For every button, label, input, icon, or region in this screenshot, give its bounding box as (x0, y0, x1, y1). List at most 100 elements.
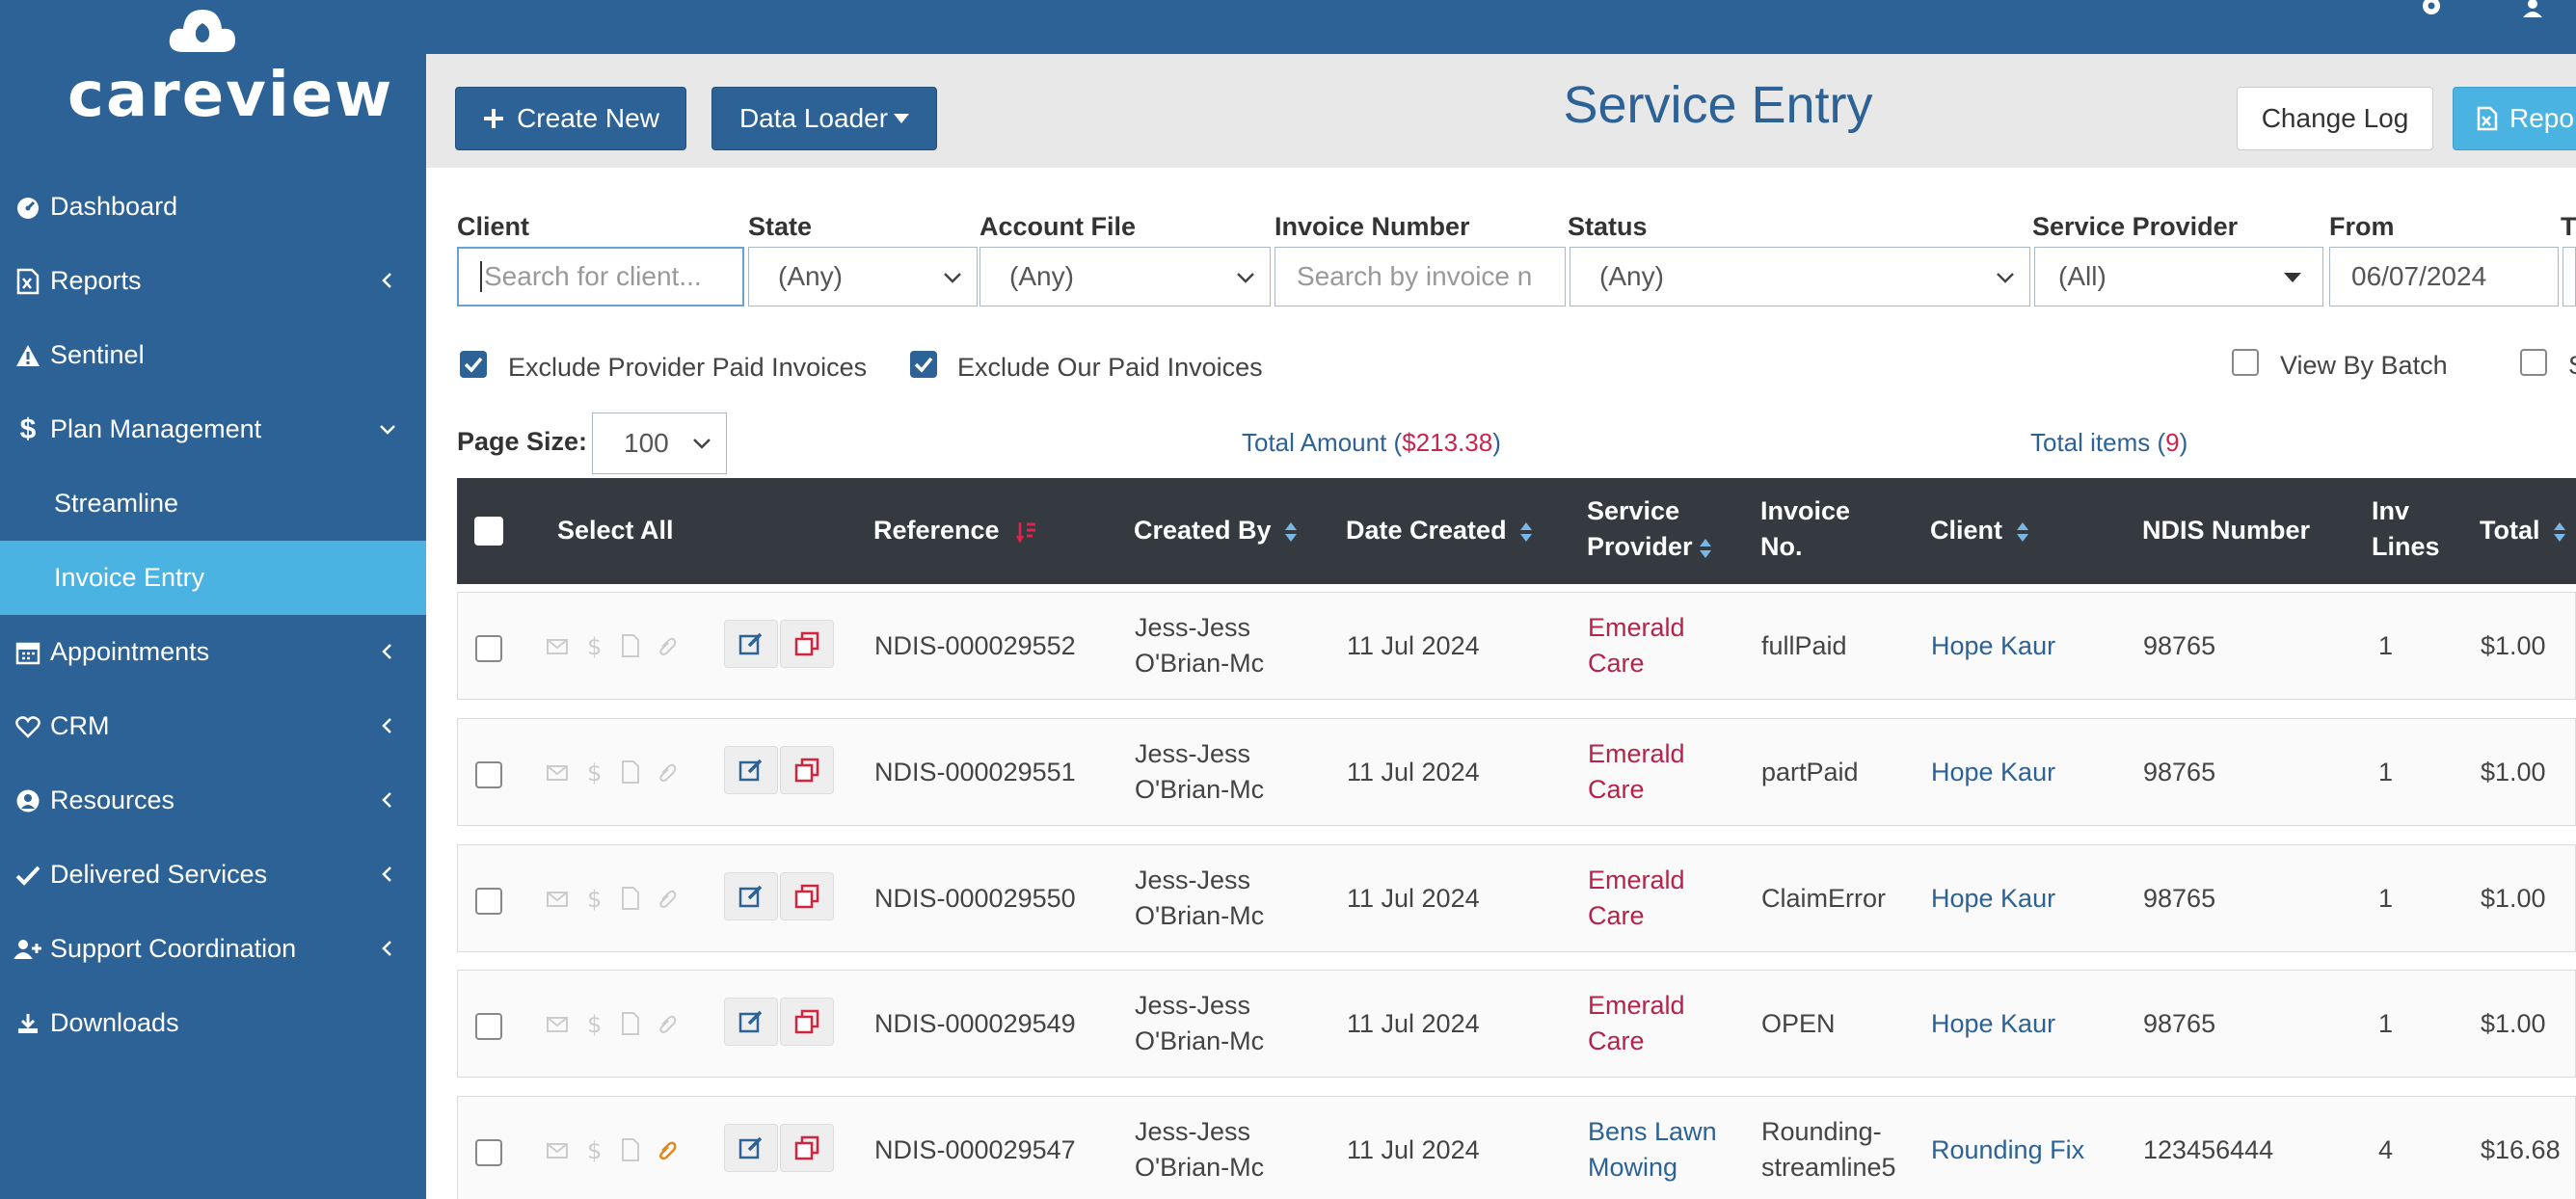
status-select[interactable]: (Any) (1570, 247, 2030, 306)
report-button[interactable]: Repo (2453, 87, 2576, 150)
state-select[interactable]: (Any) (748, 247, 978, 306)
invoice-no-header-line1: Invoice (1760, 496, 1851, 525)
sidebar-item-crm[interactable]: CRM (0, 689, 426, 763)
edit-button[interactable] (724, 1124, 778, 1172)
reference-cell: NDIS-000029550 (874, 884, 1076, 913)
from-date-value: 06/07/2024 (2351, 261, 2487, 291)
ndis-number-cell: 123456444 (2143, 1135, 2274, 1164)
gear-icon[interactable] (2417, 0, 2446, 19)
create-new-button[interactable]: Create New (455, 87, 686, 150)
total-amount-label: Total Amount (1242, 428, 1387, 457)
sidebar-item-label: Invoice Entry (54, 563, 205, 592)
ndis-number-cell: 98765 (2143, 1009, 2216, 1038)
service-provider-link[interactable]: Bens Lawn Mowing (1588, 1114, 1717, 1186)
invoice-no-header: Invoice No. (1760, 493, 1850, 565)
client-link[interactable]: Rounding Fix (1931, 1135, 2085, 1164)
copy-button[interactable] (780, 872, 834, 920)
sidebar-item-resources[interactable]: Resources (0, 763, 426, 838)
copy-icon (794, 1135, 819, 1160)
service-provider-header[interactable]: Service Provider (1587, 493, 1712, 565)
sidebar-item-dashboard[interactable]: Dashboard (0, 170, 426, 244)
client-header[interactable]: Client (1930, 513, 2029, 548)
file-icon (622, 760, 639, 784)
sidebar-item-sentinel[interactable]: Sentinel (0, 318, 426, 392)
created-by-cell: Jess-Jess O'Brian-Mc (1135, 988, 1264, 1059)
sidebar-item-downloads[interactable]: Downloads (0, 986, 426, 1060)
provider-line1: Emerald (1588, 739, 1685, 768)
account-file-select[interactable]: (Any) (979, 247, 1271, 306)
invoice-number-input[interactable]: Search by invoice n (1275, 247, 1566, 306)
edit-button[interactable] (724, 998, 778, 1046)
page-size-value: 100 (624, 428, 669, 458)
paperclip-icon[interactable] (657, 1137, 678, 1162)
row-checkbox[interactable] (475, 1013, 502, 1040)
client-search-input[interactable]: Search for client... (457, 247, 744, 306)
copy-button[interactable] (780, 620, 834, 668)
inv-lines-header-line1: Inv (2372, 496, 2410, 525)
sidebar-item-plan-management[interactable]: $ Plan Management (0, 392, 426, 466)
copy-button[interactable] (780, 746, 834, 794)
service-provider-link[interactable]: Emerald Care (1588, 988, 1685, 1059)
svg-text:$: $ (587, 886, 602, 911)
client-link[interactable]: Hope Kaur (1931, 758, 2056, 786)
created-by-cell: Jess-Jess O'Brian-Mc (1135, 736, 1264, 808)
dollar-icon: $ (587, 759, 602, 785)
created-by-header[interactable]: Created By (1134, 513, 1298, 548)
total-header[interactable]: Total (2480, 513, 2566, 548)
to-date-input[interactable] (2563, 247, 2576, 306)
select-all-checkbox[interactable] (474, 517, 503, 546)
reference-header[interactable]: Reference (873, 513, 1036, 548)
sidebar-item-reports[interactable]: Reports (0, 244, 426, 318)
sidebar-item-invoice-entry[interactable]: Invoice Entry (0, 541, 426, 615)
sidebar-item-support-coordination[interactable]: Support Coordination (0, 912, 426, 986)
table-row: $ NDIS-000029552 Jess-Jess O'Brian-Mc 11 … (457, 592, 2576, 700)
client-link[interactable]: Hope Kaur (1931, 631, 2056, 660)
edit-button[interactable] (724, 872, 778, 920)
warning-icon (13, 341, 42, 370)
chevron-left-icon (382, 866, 391, 882)
chevron-down-icon (1997, 273, 2014, 283)
row-checkbox[interactable] (475, 635, 502, 662)
extra-option-checkbox[interactable] (2520, 349, 2547, 376)
exclude-our-paid-checkbox[interactable] (910, 351, 937, 378)
client-link[interactable]: Hope Kaur (1931, 884, 2056, 913)
edit-button[interactable] (724, 746, 778, 794)
file-excel-icon (13, 267, 42, 296)
total-cell: $1.00 (2481, 631, 2546, 660)
edit-button[interactable] (724, 620, 778, 668)
from-date-input[interactable]: 06/07/2024 (2329, 247, 2559, 306)
row-checkbox[interactable] (475, 1139, 502, 1166)
client-link[interactable]: Hope Kaur (1931, 1009, 2056, 1038)
service-provider-link[interactable]: Emerald Care (1588, 736, 1685, 808)
data-loader-button[interactable]: Data Loader (711, 87, 937, 150)
logo[interactable]: careview (0, 0, 426, 173)
page-size-select[interactable]: 100 (592, 413, 727, 474)
service-provider-link[interactable]: Emerald Care (1588, 863, 1685, 934)
user-circle-icon (13, 786, 42, 815)
select-all-label[interactable]: Select All (557, 516, 674, 545)
row-checkbox[interactable] (475, 888, 502, 915)
sidebar-item-streamline[interactable]: Streamline (0, 466, 426, 541)
change-log-button[interactable]: Change Log (2237, 87, 2433, 150)
copy-button[interactable] (780, 998, 834, 1046)
sidebar-item-label: Downloads (50, 1008, 179, 1037)
dollar-icon: $ (587, 1011, 602, 1036)
row-checkbox[interactable] (475, 761, 502, 788)
envelope-icon (547, 639, 568, 654)
heart-icon (13, 712, 42, 741)
sidebar-item-delivered-services[interactable]: Delivered Services (0, 838, 426, 912)
user-icon[interactable] (2518, 0, 2547, 19)
service-provider-link[interactable]: Emerald Care (1588, 610, 1685, 681)
status-select-value: (Any) (1599, 261, 1664, 291)
created-by-line2: O'Brian-Mc (1135, 775, 1265, 804)
ndis-number-cell: 98765 (2143, 758, 2216, 786)
state-filter-label: State (748, 212, 813, 241)
view-by-batch-checkbox[interactable] (2232, 349, 2259, 376)
sidebar-item-appointments[interactable]: Appointments (0, 615, 426, 689)
sidebar-nav: Dashboard Reports Sentinel $ Plan Manage… (0, 170, 426, 1060)
date-created-header[interactable]: Date Created (1346, 513, 1533, 548)
exclude-provider-paid-checkbox[interactable] (460, 351, 487, 378)
service-provider-select[interactable]: (All) (2034, 247, 2323, 306)
inv-lines-header-line2: Lines (2372, 532, 2440, 561)
copy-button[interactable] (780, 1124, 834, 1172)
